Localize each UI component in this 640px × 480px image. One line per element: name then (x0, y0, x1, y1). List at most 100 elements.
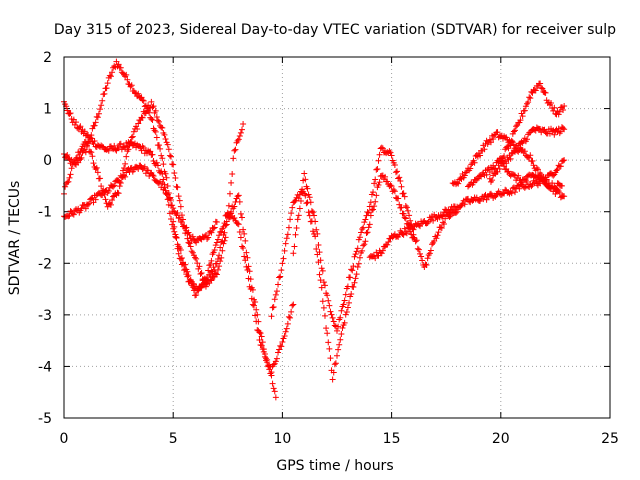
data-point (540, 177, 547, 184)
data-point (211, 267, 218, 274)
data-point (350, 284, 357, 291)
data-point (138, 94, 145, 101)
data-point (392, 169, 399, 176)
data-point (104, 203, 111, 210)
data-point (394, 168, 401, 175)
data-point (278, 267, 285, 274)
data-point (470, 179, 477, 186)
data-point (176, 197, 183, 204)
data-point (360, 224, 367, 231)
data-point (158, 124, 165, 131)
data-point (97, 175, 104, 182)
data-point (205, 234, 212, 241)
data-point (398, 204, 405, 211)
data-point (288, 308, 295, 315)
data-point (150, 103, 157, 110)
data-point (182, 225, 189, 232)
data-point (308, 208, 315, 215)
data-point (362, 216, 369, 223)
data-point (130, 128, 137, 135)
data-point (67, 110, 74, 117)
data-point (139, 97, 146, 104)
data-point (174, 210, 181, 217)
data-point (162, 135, 169, 142)
data-point (508, 150, 515, 157)
data-point (508, 137, 515, 144)
data-point (397, 178, 404, 185)
data-point (99, 97, 106, 104)
data-point (288, 210, 295, 217)
data-point (258, 333, 265, 340)
data-point (154, 117, 161, 124)
data-point (208, 229, 215, 236)
data-point (214, 236, 221, 243)
data-point (149, 116, 156, 123)
data-point (137, 162, 144, 169)
data-point (241, 230, 248, 237)
data-point (543, 176, 550, 183)
data-point (354, 245, 361, 252)
data-point (312, 218, 319, 225)
data-point (225, 214, 232, 221)
data-point (178, 255, 185, 262)
data-point (186, 278, 193, 285)
data-point (384, 241, 391, 248)
chart-title: Day 315 of 2023, Sidereal Day-to-day VTE… (54, 22, 616, 38)
x-axis-label: GPS time / hours (276, 458, 393, 474)
data-point (510, 128, 517, 135)
data-point (139, 114, 146, 121)
data-point (353, 271, 360, 278)
data-point (222, 222, 229, 229)
data-point (197, 283, 204, 290)
data-point (309, 209, 316, 216)
data-point (351, 253, 358, 260)
data-point (378, 250, 385, 257)
data-point (141, 163, 148, 170)
data-point (469, 197, 476, 204)
data-point (283, 325, 290, 332)
data-point (457, 203, 464, 210)
data-point (342, 311, 349, 318)
data-point (321, 312, 328, 319)
data-point (251, 302, 258, 309)
data-point (238, 243, 245, 250)
data-point (236, 132, 243, 139)
data-point (226, 190, 233, 197)
data-point (388, 152, 395, 159)
data-point (77, 123, 84, 130)
data-point (76, 124, 83, 131)
data-point (553, 185, 560, 192)
data-point (490, 135, 497, 142)
data-point (373, 166, 380, 173)
data-point (240, 121, 247, 128)
data-point (89, 125, 96, 132)
data-point (517, 117, 524, 124)
data-point (121, 164, 128, 171)
data-point (110, 193, 117, 200)
data-point (304, 185, 311, 192)
data-point (318, 284, 325, 291)
data-point (164, 182, 171, 189)
data-point (359, 247, 366, 254)
data-point (435, 229, 442, 236)
data-point (358, 229, 365, 236)
data-point (231, 215, 238, 222)
data-point (151, 127, 158, 134)
data-point (140, 97, 147, 104)
data-point (237, 129, 244, 136)
data-point (198, 269, 205, 276)
data-point (526, 94, 533, 101)
data-point (150, 157, 157, 164)
data-point (245, 263, 252, 270)
data-point (347, 293, 354, 300)
data-point (418, 253, 425, 260)
data-point (368, 207, 375, 214)
data-point (524, 136, 531, 143)
data-point (213, 260, 220, 267)
data-point (229, 171, 236, 177)
data-point (384, 178, 391, 185)
data-point (234, 220, 241, 227)
data-point (349, 267, 356, 274)
data-point (401, 214, 408, 221)
data-point (370, 206, 377, 213)
